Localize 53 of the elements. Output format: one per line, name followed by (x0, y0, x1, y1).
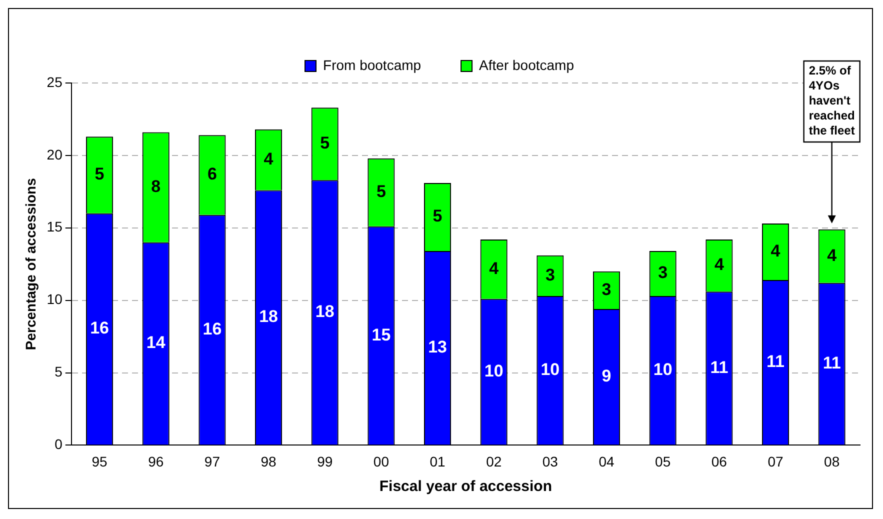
x-tick-label: 01 (430, 453, 446, 470)
data-label: 9 (602, 366, 612, 386)
x-tick-label: 96 (148, 453, 164, 470)
y-tick-label: 20 (46, 146, 63, 162)
data-label: 18 (315, 302, 334, 322)
data-label: 15 (372, 325, 391, 344)
y-tick-label: 15 (46, 218, 63, 235)
data-label: 13 (428, 338, 447, 357)
x-tick-label: 99 (317, 453, 333, 470)
data-label: 14 (146, 333, 166, 352)
data-label: 10 (653, 360, 672, 380)
x-tick-label: 08 (824, 453, 840, 470)
data-label: 11 (710, 358, 728, 377)
data-label: 11 (766, 352, 784, 372)
data-label: 11 (822, 354, 841, 373)
data-label: 5 (376, 182, 386, 202)
x-tick-label: 07 (768, 453, 784, 470)
x-tick-label: 95 (92, 453, 108, 470)
data-label: 4 (770, 241, 781, 260)
data-label: 18 (259, 307, 278, 326)
data-label: 16 (90, 318, 109, 338)
x-tick-label: 04 (598, 453, 615, 470)
data-label: 3 (602, 280, 612, 299)
x-tick-label: 97 (204, 453, 220, 470)
data-label: 10 (484, 361, 504, 380)
y-axis-title: Percentage of accessions (22, 178, 38, 350)
y-tick-label: 25 (46, 74, 63, 90)
legend-label: From bootcamp (323, 56, 422, 73)
x-tick-label: 02 (486, 453, 502, 470)
data-label: 5 (320, 134, 330, 153)
legend-label: After bootcamp (479, 56, 574, 73)
data-label: 16 (202, 319, 222, 338)
x-tick-label: 03 (542, 453, 558, 470)
x-tick-label: 06 (711, 453, 728, 470)
x-axis-title: Fiscal year of accession (379, 478, 552, 496)
x-tick-label: 05 (655, 453, 671, 470)
data-label: 3 (658, 263, 668, 282)
data-label: 5 (94, 164, 104, 184)
data-label: 4 (264, 149, 274, 168)
x-tick-label: 98 (260, 453, 277, 470)
data-label: 4 (489, 258, 500, 278)
data-label: 8 (151, 177, 161, 196)
data-label: 6 (207, 164, 217, 184)
data-label: 4 (714, 255, 724, 274)
y-tick-label: 10 (46, 291, 63, 308)
y-tick-label: 5 (54, 364, 63, 380)
y-tick-label: 0 (54, 436, 63, 452)
data-label: 4 (827, 246, 838, 265)
data-label: 10 (540, 360, 560, 380)
annotation: 2.5% of 4YOs haven't reached the fleet (808, 63, 855, 138)
data-label: 3 (545, 265, 555, 284)
x-tick-label: 00 (373, 453, 390, 470)
data-label: 5 (432, 206, 442, 226)
